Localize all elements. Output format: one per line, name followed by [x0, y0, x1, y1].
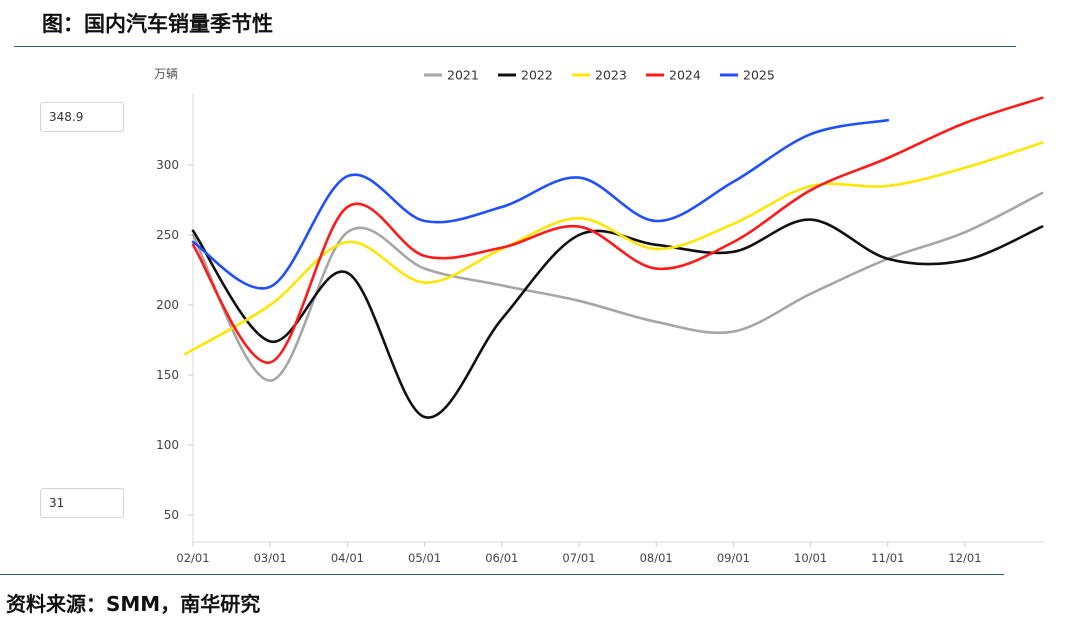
legend-label-2022[interactable]: 2022 — [521, 68, 553, 83]
x-tick-label: 06/01 — [485, 551, 518, 565]
x-tick-label: 02/01 — [176, 551, 209, 565]
x-tick-label: 12/01 — [948, 551, 981, 565]
x-tick-label: 11/01 — [871, 551, 904, 565]
y-tick-label: 250 — [156, 228, 179, 242]
x-tick-label: 03/01 — [254, 551, 287, 565]
y-tick-label: 300 — [156, 158, 179, 172]
x-tick-label: 08/01 — [640, 551, 673, 565]
x-tick-label: 05/01 — [408, 551, 441, 565]
legend-label-2021[interactable]: 2021 — [447, 68, 479, 83]
series-line-2022 — [191, 218, 1044, 419]
figure-title: 图：国内汽车销量季节性 — [42, 12, 273, 36]
y-tick-label: 200 — [156, 298, 179, 312]
legend-label-2024[interactable]: 2024 — [669, 68, 701, 83]
x-tick-label: 07/01 — [562, 551, 595, 565]
y-max-input[interactable]: 348.9 — [40, 102, 124, 132]
y-tick-label: 50 — [164, 508, 179, 522]
legend-label-2025[interactable]: 2025 — [743, 68, 775, 83]
source-note: 资料来源：SMM，南华研究 — [6, 592, 261, 616]
series-line-2024 — [191, 96, 1044, 364]
title-rule — [14, 46, 1016, 47]
x-tick-label: 10/01 — [794, 551, 827, 565]
y-axis-unit-label: 万辆 — [154, 67, 178, 81]
y-tick-label: 100 — [156, 438, 179, 452]
series-line-2023 — [184, 141, 1044, 356]
x-tick-label: 09/01 — [717, 551, 750, 565]
seasonality-line-chart: 万辆 50 100 150 200 250 300 02/01 03/01 04/01 05/0… — [154, 67, 1045, 565]
source-rule — [0, 574, 1004, 575]
series-line-2025 — [191, 118, 890, 290]
legend-label-2023[interactable]: 2023 — [595, 68, 627, 83]
y-min-input[interactable]: 31 — [40, 488, 124, 518]
y-tick-label: 150 — [156, 368, 179, 382]
x-tick-label: 04/01 — [331, 551, 364, 565]
